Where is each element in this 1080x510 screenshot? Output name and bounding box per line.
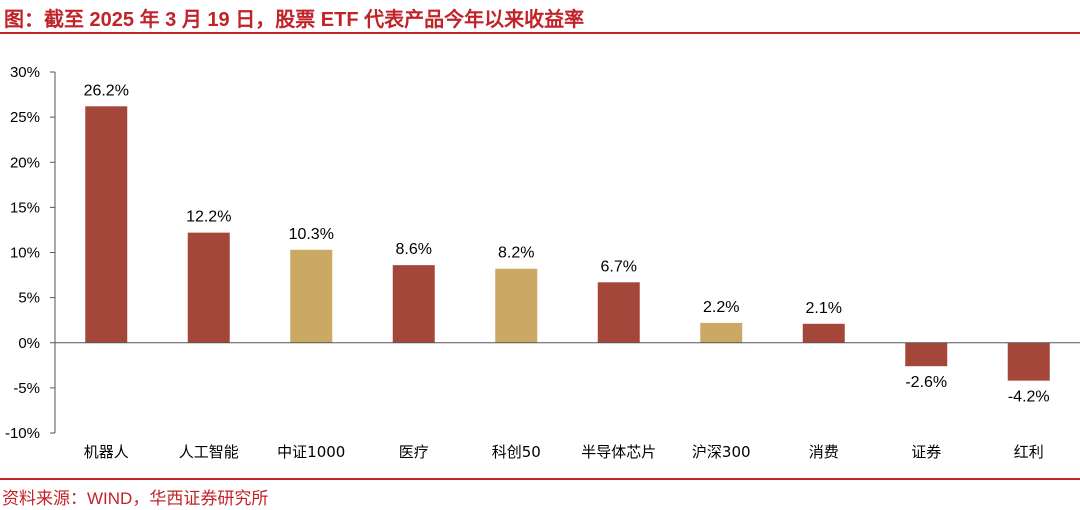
y-tick-label: -5% bbox=[13, 380, 40, 397]
x-category-label: 医疗 bbox=[399, 443, 429, 461]
bar-chart: 30% 25% 20% 15% 10% 5% 0% -5% -10% 26.2% 机器人 12.2% 人… bbox=[5, 64, 1080, 461]
bar-10 bbox=[1007, 342, 1050, 381]
data-label: 6.7% bbox=[601, 258, 637, 275]
data-label: 10.3% bbox=[289, 226, 334, 243]
x-category-label: 证券 bbox=[911, 443, 941, 461]
x-category-label: 消费 bbox=[809, 443, 839, 461]
bar-5 bbox=[495, 268, 538, 343]
footer-divider bbox=[0, 478, 1080, 480]
data-label: 8.2% bbox=[498, 245, 534, 262]
x-category-label: 科创50 bbox=[492, 443, 541, 461]
data-label: 2.1% bbox=[806, 300, 842, 317]
x-category-label: 半导体芯片 bbox=[581, 443, 656, 461]
y-tick-label: 5% bbox=[18, 290, 40, 307]
bar-4 bbox=[392, 265, 435, 343]
data-label: -2.6% bbox=[905, 374, 947, 391]
data-label: 2.2% bbox=[703, 299, 739, 316]
bar-1 bbox=[85, 106, 128, 343]
y-tick-label: 30% bbox=[10, 64, 40, 81]
y-tick-label: 20% bbox=[10, 154, 40, 171]
y-tick-label: -10% bbox=[5, 425, 40, 442]
y-tick-label: 25% bbox=[10, 109, 40, 126]
y-tick-label: 10% bbox=[10, 245, 40, 262]
source-note: 资料来源：WIND，华西证券研究所 bbox=[2, 489, 269, 508]
y-tick-label: 0% bbox=[18, 335, 40, 352]
bar-3 bbox=[290, 249, 333, 343]
bar-7 bbox=[700, 322, 743, 343]
y-tick-label: 15% bbox=[10, 199, 40, 216]
bar-2 bbox=[187, 232, 230, 343]
data-label: 26.2% bbox=[84, 82, 129, 99]
bar-8 bbox=[802, 323, 845, 343]
data-label: -4.2% bbox=[1008, 389, 1050, 406]
data-label: 8.6% bbox=[396, 241, 432, 258]
bar-6 bbox=[597, 282, 640, 343]
x-category-label: 人工智能 bbox=[179, 443, 239, 461]
x-category-label: 中证1000 bbox=[277, 443, 345, 461]
chart-header: 图：截至 2025 年 3 月 19 日，股票 ETF 代表产品今年以来收益率 bbox=[0, 0, 1080, 34]
x-category-label: 红利 bbox=[1014, 443, 1044, 461]
bar-9 bbox=[905, 342, 948, 367]
chart-title: 图：截至 2025 年 3 月 19 日，股票 ETF 代表产品今年以来收益率 bbox=[4, 9, 585, 31]
x-category-label: 沪深300 bbox=[692, 443, 751, 461]
x-category-label: 机器人 bbox=[84, 443, 129, 461]
data-label: 12.2% bbox=[186, 209, 231, 226]
